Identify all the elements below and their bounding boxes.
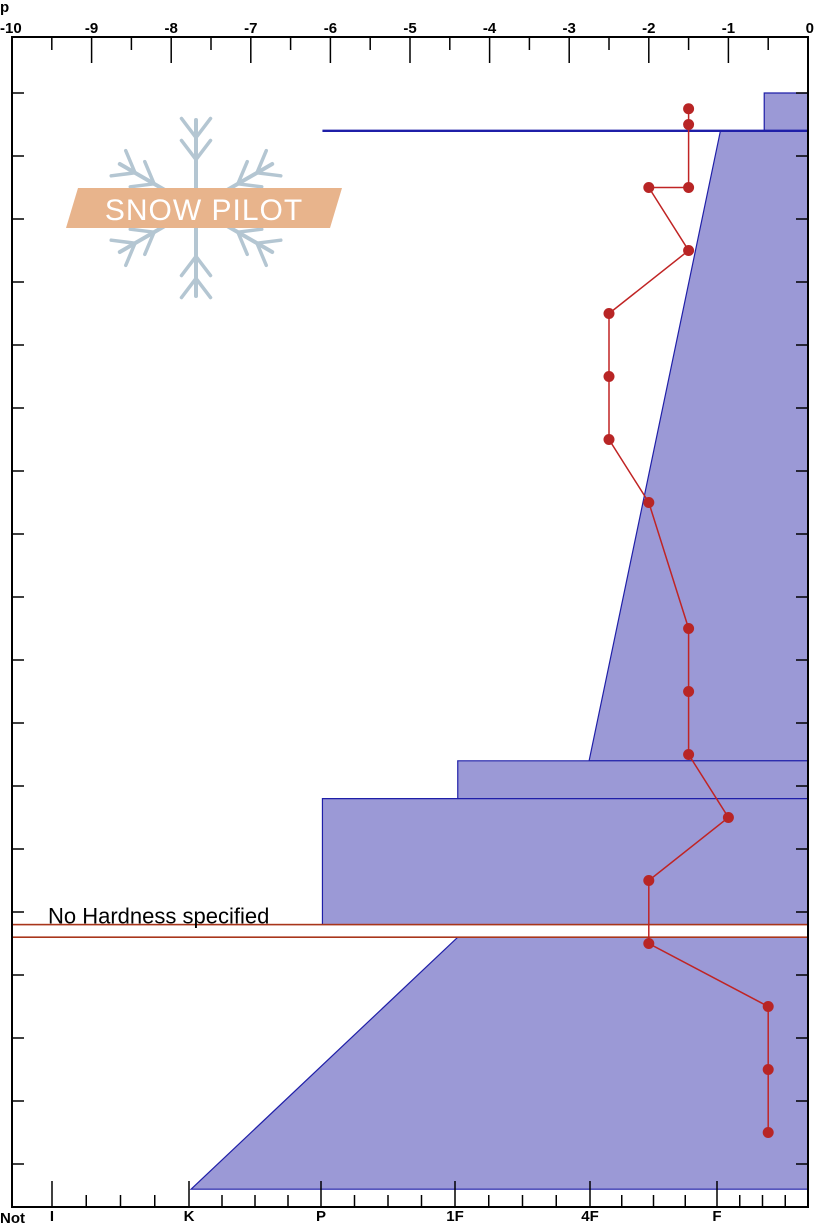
logo-text: SNOW PILOT [105,194,303,227]
snowflake-branch [255,171,283,178]
snowflake-branch [179,276,198,300]
temperature-point-13 [643,875,655,886]
snowflake-branch [236,227,264,234]
snowflake-branch [179,138,198,162]
temperature-tick-label: -1 [722,20,735,37]
temperature-point-10 [683,686,695,697]
temperature-tick-label: -5 [403,20,416,37]
temperature-point-16 [762,1064,774,1075]
snowflake-branch [194,138,213,162]
axes: -10 -9 -8 -7 -6 -5 -4 -3 -2 -1 0I K P 1F 4F F [0,20,814,1223]
snowflake-branch [255,241,269,268]
hardness-layer-1 [588,130,809,762]
hardness-layer-0 [763,92,809,132]
temperature-line [608,108,769,1133]
snowflake-branch [123,241,137,268]
temperature-tick-label: -7 [244,20,257,37]
snowflake-branch [109,238,137,245]
temperature-point-7 [603,434,615,445]
logo-band [66,188,342,228]
snowflake-branch [179,116,198,140]
temperature-tick-label: 0 [806,20,814,37]
temperature-point-15 [762,1001,774,1012]
snowflake-branch [194,276,213,300]
hardness-tick-label: I [50,1208,54,1223]
temperature-tick-label: -2 [642,20,655,37]
temperature-point-12 [722,812,734,823]
snow-pilot-logo: SNOW PILOT [66,116,342,300]
hardness-layer-4 [189,936,809,1190]
temperature-tick-label: -4 [483,20,497,37]
snowflake-branch [236,182,264,189]
hardness-tick-label: 1F [446,1208,464,1223]
snowflake-branch [128,227,156,234]
temperature-tick-label: -10 [0,20,22,37]
temperature-tick-label: -9 [85,20,98,37]
snowflake-branch [109,171,137,178]
temperature-point-14 [643,938,655,949]
temperature-tick-label: -6 [324,20,337,37]
temperature-point-6 [603,371,615,382]
temperature-point-9 [683,623,695,634]
temperature-profile [603,103,774,1138]
snowflake-branch [194,116,213,140]
temperature-tick-label: -3 [563,20,576,37]
snowflake-branch [143,159,156,186]
snowflake-branch [194,254,213,278]
hardness-tick-label: 4F [581,1208,599,1223]
hardness-profile [189,92,809,1190]
snowflake-branch [255,148,269,175]
temperature-point-17 [762,1127,774,1138]
snowflake-branch [128,182,156,189]
temperature-tick-label: -8 [165,20,178,37]
no-hardness-band: No Hardness specified [11,904,809,938]
temperature-point-1 [683,119,695,130]
snowflake-branch [236,159,249,186]
temperature-point-11 [683,749,695,760]
temperature-point-4 [683,245,695,256]
hardness-layer-2 [457,760,809,800]
hardness-layer-3 [321,797,809,926]
header-bottom-left-text: Not [0,1210,25,1223]
snowflake-branch [123,148,137,175]
hardness-tick-label: P [316,1208,326,1223]
temperature-point-8 [643,497,655,508]
temperature-point-0 [683,103,695,115]
hardness-tick-label: F [712,1208,721,1223]
no-hardness-label: No Hardness specified [48,904,269,929]
snowflake-branch [179,254,198,278]
snowflake-branch [236,230,249,257]
snowflake-branch [143,230,156,257]
hardness-tick-label: K [184,1208,195,1223]
header-top-left-text: p [0,0,9,16]
temperature-point-2 [683,182,695,193]
snowflake-branch [255,238,283,245]
temperature-point-3 [643,182,655,193]
temperature-point-5 [603,308,615,319]
